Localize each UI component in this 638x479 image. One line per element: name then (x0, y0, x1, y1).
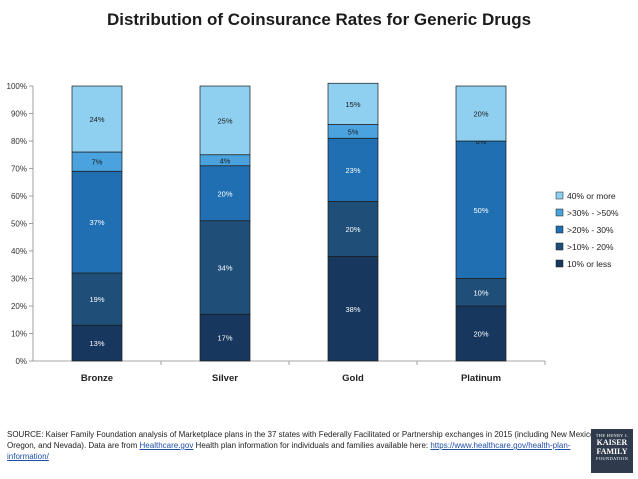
y-tick-label: 40% (11, 247, 27, 256)
bar-segment (71, 272, 123, 326)
x-category-label: Platinum (461, 373, 501, 384)
legend-label: 40% or more (567, 191, 616, 201)
health-plan-info-link[interactable]: https://www.healthcare.gov/health-plan-i… (7, 441, 571, 461)
bar-segment (71, 170, 123, 274)
data-label: 23% (345, 166, 360, 175)
y-tick-label: 70% (11, 165, 27, 174)
y-tick-label: 30% (11, 275, 27, 284)
bar-segment (327, 137, 379, 202)
legend-swatch (555, 191, 564, 200)
data-label: 13% (89, 339, 104, 348)
data-label: 25% (217, 116, 232, 125)
y-tick-label: 20% (11, 302, 27, 311)
bar-segment (199, 165, 251, 222)
legend-label: >30% - >50% (567, 208, 619, 218)
chart-legend: 40% or more >30% - >50% >20% - 30% >10% - 2… (555, 191, 619, 269)
y-tick-label: 90% (11, 110, 27, 119)
data-label: 0% (476, 137, 487, 146)
logo-line-3: FAMILY (596, 447, 628, 456)
data-label: 24% (89, 115, 104, 124)
data-label: 20% (345, 225, 360, 234)
logo-line-1: THE HENRY J. (595, 433, 629, 438)
chart-bars: 13% 19% 37% 7% 24% 17% 34% 20% 4% 25% 38% 20% 23% 5% 1… (71, 82, 507, 362)
data-label: 15% (345, 100, 360, 109)
chart-axes: 0% 10% 20% 30% 40% 50% 60% 70% 80% 90% 100% Bronze S… (7, 82, 546, 384)
source-text-2: Health plan information for individuals … (193, 441, 431, 450)
bar-segment (455, 278, 507, 307)
y-tick-label: 60% (11, 192, 27, 201)
data-label: 20% (473, 330, 488, 339)
data-label: 38% (345, 305, 360, 314)
legend-swatch (555, 242, 564, 251)
bar-segment (199, 313, 251, 362)
legend-swatch (555, 259, 564, 268)
y-tick-label: 100% (7, 82, 27, 91)
data-label: 7% (92, 158, 103, 167)
x-category-label: Silver (212, 373, 238, 384)
bar-segment (327, 82, 379, 125)
data-label: 37% (89, 218, 104, 227)
y-tick-label: 80% (11, 137, 27, 146)
healthcare-gov-link[interactable]: Healthcare.gov (139, 441, 194, 450)
data-label: 17% (217, 334, 232, 343)
data-label: 20% (473, 110, 488, 119)
y-tick-label: 10% (11, 330, 27, 339)
bar-segment (71, 85, 123, 153)
logo-line-2: KAISER (596, 438, 628, 447)
y-tick-label: 0% (15, 357, 27, 366)
kff-logo: THE HENRY J. KAISER FAMILY FOUNDATION (591, 429, 633, 473)
bar-segment (455, 85, 507, 142)
data-label: 10% (473, 288, 488, 297)
data-label: 5% (348, 127, 359, 136)
data-label: 20% (217, 189, 232, 198)
bar-segment (199, 85, 251, 156)
legend-swatch (555, 225, 564, 234)
source-note: SOURCE: Kaiser Family Foundation analysi… (7, 429, 597, 462)
data-label: 19% (89, 295, 104, 304)
x-category-label: Gold (342, 373, 364, 384)
legend-label: >20% - 30% (567, 225, 614, 235)
chart-title: Distribution of Coinsurance Rates for Ge… (106, 10, 532, 29)
legend-swatch (555, 208, 564, 217)
legend-label: >10% - 20% (567, 242, 614, 252)
bar-segment (455, 305, 507, 362)
bar-segment (455, 140, 507, 279)
data-label: 4% (220, 156, 231, 165)
y-tick-label: 50% (11, 220, 27, 229)
source-text: SOURCE: Kaiser Family Foundation analysi… (7, 430, 597, 450)
bar-segment (71, 324, 123, 362)
data-label: 50% (473, 206, 488, 215)
data-label: 34% (217, 264, 232, 273)
bar-segment (199, 220, 251, 315)
logo-line-4: FOUNDATION (596, 456, 628, 461)
x-category-label: Bronze (81, 373, 113, 384)
legend-label: 10% or less (567, 259, 611, 269)
bar-segment (327, 256, 379, 362)
stacked-bar-chart: 0% 10% 20% 30% 40% 50% 60% 70% 80% 90% 100% Bronze S… (7, 82, 619, 384)
